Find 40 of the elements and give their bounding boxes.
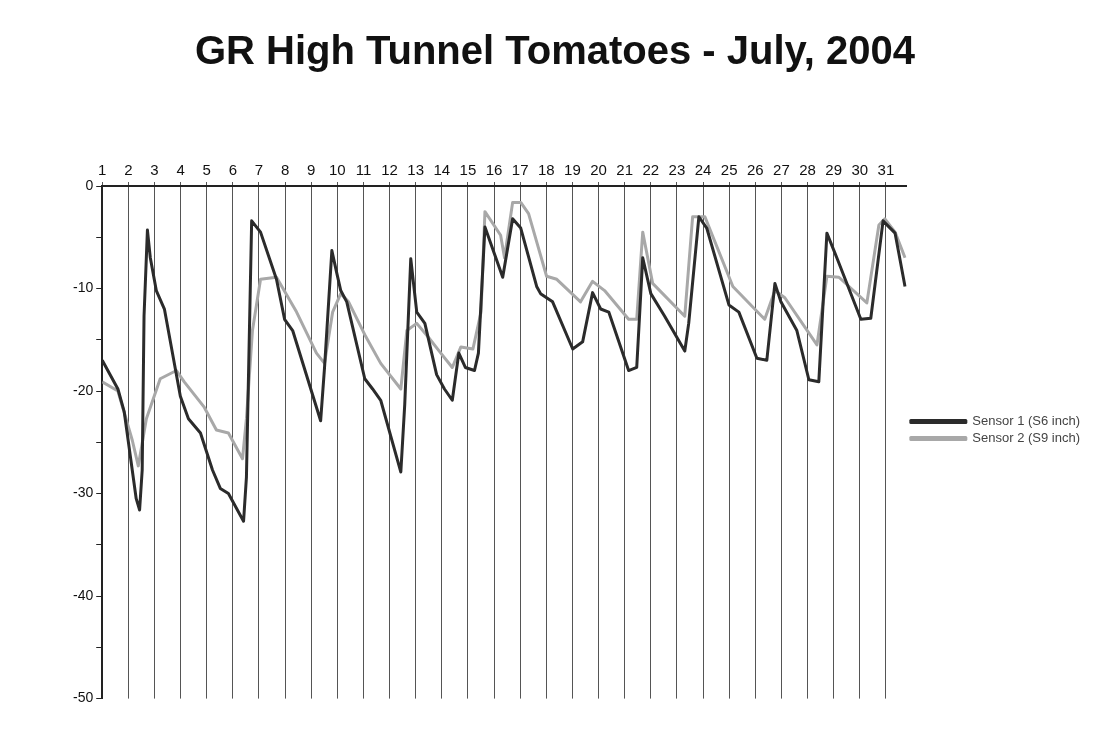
legend-label: Sensor 1 (S6 inch) <box>972 413 1081 429</box>
x-tick-label: 31 <box>877 161 895 179</box>
x-tick-label: 26 <box>746 161 764 179</box>
x-tick-label: 28 <box>799 161 816 179</box>
x-tick-label: 4 <box>176 161 185 179</box>
y-tick-label: -10 <box>73 279 94 296</box>
legend-label: Sensor 2 (S9 inch) <box>972 430 1081 446</box>
x-tick-label: 6 <box>228 161 238 179</box>
x-tick-label: 18 <box>537 161 555 179</box>
x-tick-label: 21 <box>616 161 634 179</box>
x-tick-label: 3 <box>150 161 159 179</box>
x-tick-label: 14 <box>433 161 451 179</box>
x-tick-label: 12 <box>381 161 398 179</box>
y-tick-label: -20 <box>73 381 94 398</box>
y-tick-label: 0 <box>85 176 94 193</box>
x-tick-label: 23 <box>668 161 686 179</box>
x-tick-label: 11 <box>355 161 372 179</box>
x-tick-label: 19 <box>564 161 581 179</box>
y-tick-label: -50 <box>73 689 94 706</box>
x-tick-label: 9 <box>307 161 316 179</box>
x-tick-label: 24 <box>694 161 712 179</box>
x-tick-label: 8 <box>280 161 290 179</box>
x-tick-label: 17 <box>511 161 529 179</box>
x-tick-label: 10 <box>329 161 346 179</box>
chart-title: GR High Tunnel Tomatoes - July, 2004 <box>193 28 917 73</box>
x-tick-label: 27 <box>773 161 790 179</box>
x-tick-label: 25 <box>720 161 738 179</box>
x-tick-label: 7 <box>254 161 264 179</box>
x-tick-label: 20 <box>590 161 607 179</box>
x-tick-label: 30 <box>851 161 869 179</box>
y-tick-label: -40 <box>73 586 94 603</box>
x-tick-label: 1 <box>98 161 107 179</box>
x-tick-label: 2 <box>124 161 133 179</box>
x-tick-label: 29 <box>825 161 843 179</box>
x-tick-label: 16 <box>485 161 503 179</box>
x-tick-label: 15 <box>459 161 477 179</box>
x-tick-label: 5 <box>202 161 211 179</box>
x-tick-label: 22 <box>642 161 660 179</box>
x-tick-label: 13 <box>407 161 425 179</box>
y-tick-label: -30 <box>73 484 94 501</box>
